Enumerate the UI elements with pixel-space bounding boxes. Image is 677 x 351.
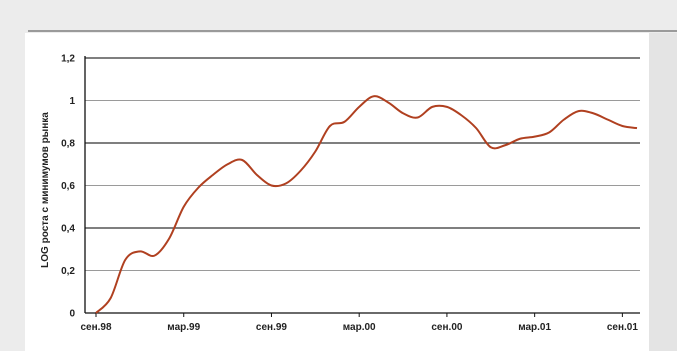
y-tick-label: 1 <box>69 96 75 107</box>
x-tick-label: мар.00 <box>343 322 376 333</box>
series-line <box>95 95 638 314</box>
y-tick-label: 0,2 <box>61 266 75 277</box>
right-edge-panel <box>649 33 677 351</box>
y-axis-title: LOG роста с минимумов рынка <box>40 112 51 268</box>
chart-area <box>25 33 677 351</box>
y-tick-label: 1,2 <box>61 54 75 65</box>
x-tick-label: сен.99 <box>256 322 288 333</box>
y-tick-label: 0 <box>69 309 75 320</box>
x-tick-label: мар.99 <box>167 322 200 333</box>
x-tick-label: сен.00 <box>431 322 463 333</box>
y-tick-label: 0,8 <box>61 139 75 150</box>
x-tick-labels: сен.98 мар.99 сен.99 мар.00 сен.00 мар.01 сен.… <box>80 313 638 333</box>
y-tick-label: 0,4 <box>61 224 75 235</box>
axes <box>84 56 640 314</box>
x-tick-label: сен.98 <box>80 322 112 333</box>
x-tick-label: мар.01 <box>518 322 551 333</box>
y-tick-labels: 0 0,2 0,4 0,6 0,8 1 1,2 <box>61 54 75 320</box>
series-layer <box>95 95 638 314</box>
gridlines <box>85 57 640 314</box>
top-divider <box>28 30 677 32</box>
x-tick-label: сен.01 <box>607 322 639 333</box>
y-tick-label: 0,6 <box>61 181 75 192</box>
